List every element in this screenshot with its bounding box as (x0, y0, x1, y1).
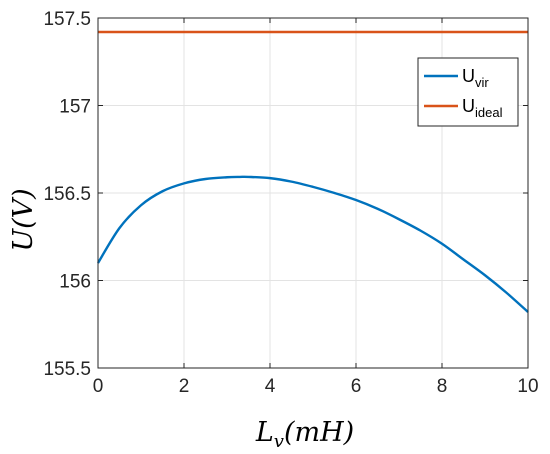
y-tick-label: 157.5 (43, 9, 91, 30)
x-axis-label-sub: v (274, 431, 284, 452)
x-tick-label: 2 (179, 376, 190, 397)
x-tick-label: 8 (437, 376, 448, 397)
x-axis-label-unit: (mH) (284, 417, 354, 448)
y-tick-label: 156 (59, 272, 91, 293)
legend-label-ideal: Uideal (462, 96, 503, 120)
y-tick-label: 156.5 (43, 184, 91, 205)
y-tick-label: 157 (59, 97, 91, 118)
legend: Uvir Uideal (417, 57, 519, 127)
legend-box (417, 57, 519, 127)
y-axis-label: U(V) (8, 188, 39, 251)
tick-labels: 0 2 4 6 8 10 155.5 156 156.5 157 157.5 (43, 9, 538, 397)
x-axis-label: Lv(mH) (255, 417, 354, 452)
series-line-vir (96, 175, 529, 313)
x-tick-label: 4 (265, 376, 276, 397)
tick-marks (97, 17, 529, 369)
series-layer (96, 30, 529, 313)
x-tick-label: 10 (517, 376, 538, 397)
x-tick-label: 6 (351, 376, 362, 397)
x-tick-label: 0 (93, 376, 104, 397)
x-axis-label-base: L (255, 417, 274, 448)
y-tick-label: 155.5 (43, 359, 91, 380)
legend-label-vir: Uvir (462, 66, 489, 90)
